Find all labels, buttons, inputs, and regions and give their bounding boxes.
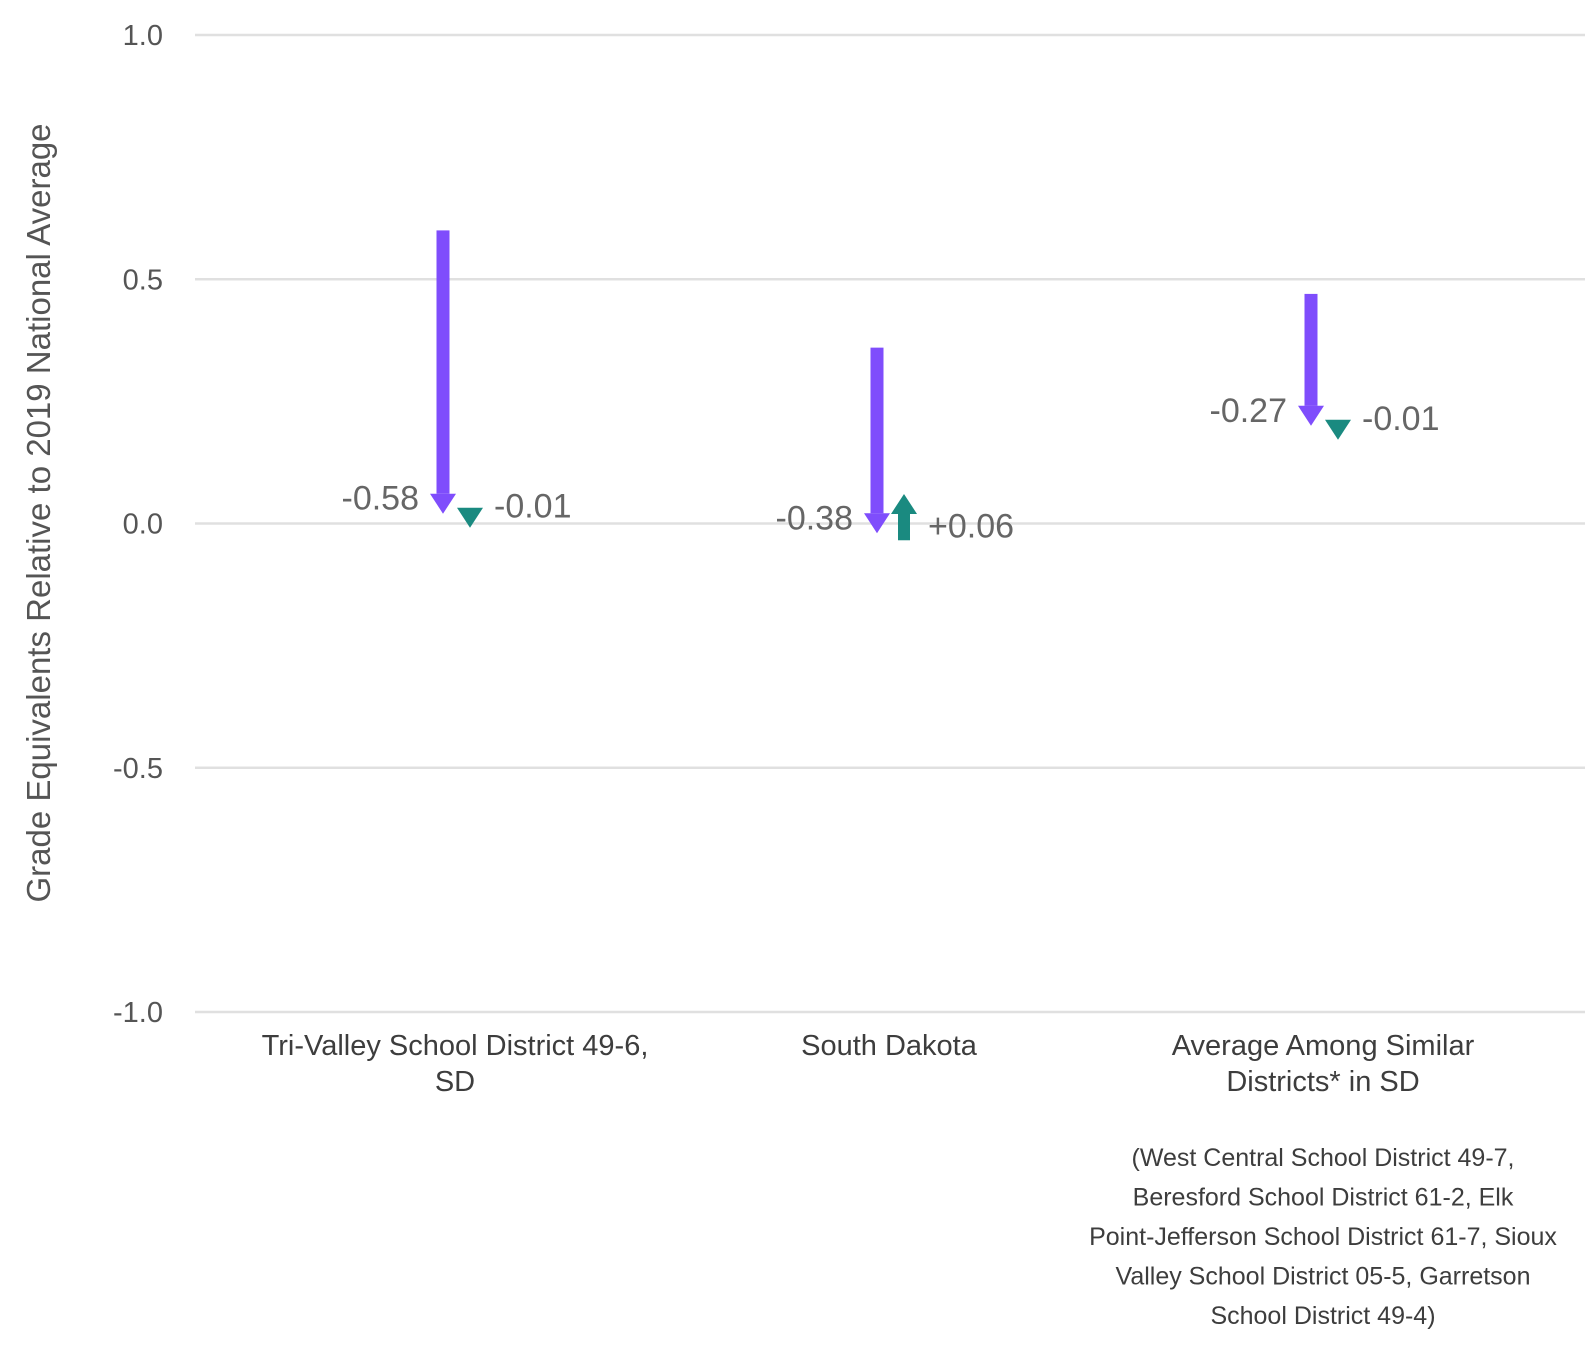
category-note: School District 49-4)	[1210, 1302, 1435, 1330]
y-tick-label: -1.0	[113, 997, 163, 1029]
y-tick-label: 0.5	[123, 264, 163, 296]
category-label: Districts* in SD	[1226, 1066, 1419, 1098]
y-tick-label: -0.5	[113, 753, 163, 785]
change-label: -0.38	[776, 499, 854, 537]
second-change-label: -0.01	[494, 488, 572, 526]
second-arrow-head	[1325, 419, 1351, 440]
category-label: SD	[435, 1066, 475, 1098]
change-arrow-head	[1298, 405, 1324, 426]
second-change-label: +0.06	[928, 507, 1014, 545]
change-arrow-head	[864, 513, 890, 534]
chart-marks: -0.58 -0.01 -0.38 +0.06 -0.27 -0.01	[342, 230, 1440, 545]
change-arrow-head	[430, 493, 456, 514]
category-label: Average Among Similar	[1172, 1030, 1475, 1062]
category-note: Point-Jefferson School District 61-7, Si…	[1089, 1223, 1557, 1251]
category-label: Tri-Valley School District 49-6,	[262, 1030, 649, 1062]
category-note: Beresford School District 61-2, Elk	[1133, 1184, 1514, 1212]
y-tick-label: 1.0	[123, 20, 163, 52]
y-axis-label: Grade Equivalents Relative to 2019 Natio…	[20, 123, 57, 902]
y-axis-ticks: 1.0 0.5 0.0 -0.5 -1.0	[113, 20, 163, 1029]
change-label: -0.27	[1210, 392, 1288, 430]
change-label: -0.58	[342, 480, 420, 518]
change-arrow-shaft	[436, 230, 450, 494]
second-arrow-head	[891, 493, 917, 514]
second-change-label: -0.01	[1362, 400, 1440, 438]
change-arrow-shaft	[870, 347, 884, 514]
y-tick-label: 0.0	[123, 509, 163, 541]
change-arrow-shaft	[1304, 293, 1318, 406]
category-note: (West Central School District 49-7,	[1132, 1144, 1515, 1172]
second-arrow-head	[457, 507, 483, 528]
category-label: South Dakota	[801, 1030, 978, 1062]
category-note: Valley School District 05-5, Garretson	[1116, 1263, 1531, 1291]
gridlines	[195, 33, 1585, 1014]
category-labels: Tri-Valley School District 49-6, SD South …	[262, 1030, 1558, 1330]
second-arrow-shaft	[898, 511, 910, 541]
